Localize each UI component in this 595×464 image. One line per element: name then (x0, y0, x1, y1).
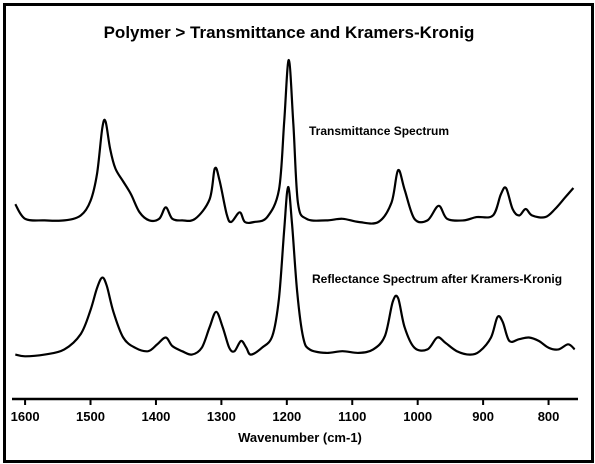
x-tick-label: 800 (538, 409, 560, 424)
x-tick-label: 1000 (403, 409, 432, 424)
series-label-transmittance: Transmittance Spectrum (309, 124, 449, 138)
x-tick-label: 1600 (11, 409, 40, 424)
chart-title: Polymer > Transmittance and Kramers-Kron… (104, 23, 475, 42)
spectrum-curves (14, 58, 576, 358)
x-tick-label: 1500 (76, 409, 105, 424)
x-axis-label: Wavenumber (cm-1) (238, 430, 362, 445)
transmittance-spectrum-line (14, 58, 575, 225)
x-axis-ticks: 1600 1500 1400 1300 1200 1100 1000 900 800 (11, 399, 560, 424)
x-tick-label: 1400 (141, 409, 170, 424)
chart-frame (3, 3, 594, 463)
x-tick-label: 900 (472, 409, 494, 424)
x-tick-label: 1300 (207, 409, 236, 424)
x-tick-label: 1200 (272, 409, 301, 424)
x-tick-label: 1100 (338, 409, 366, 424)
reflectance-spectrum-line (15, 185, 576, 358)
series-label-reflectance: Reflectance Spectrum after Kramers-Kroni… (312, 272, 562, 286)
